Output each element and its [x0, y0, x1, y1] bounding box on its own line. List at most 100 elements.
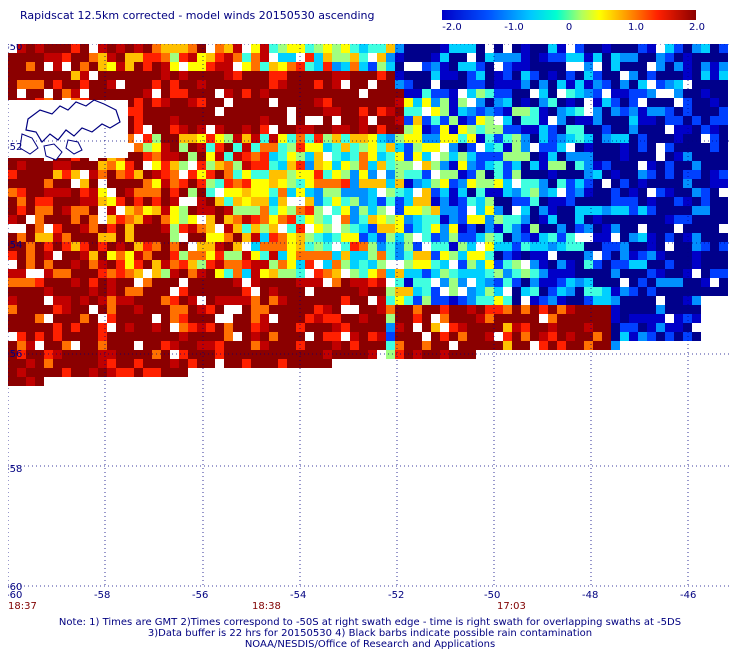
wind-cell [485, 260, 494, 269]
wind-cell [233, 152, 242, 161]
wind-cell [80, 359, 89, 368]
wind-cell [683, 314, 692, 323]
wind-cell [260, 71, 269, 80]
wind-cell [467, 233, 476, 242]
wind-cell [170, 179, 179, 188]
wind-cell [107, 314, 116, 323]
wind-cell [116, 161, 125, 170]
wind-cell [143, 341, 152, 350]
wind-cell [368, 134, 377, 143]
wind-cell [593, 143, 602, 152]
island-outline [19, 133, 39, 155]
wind-cell [62, 197, 71, 206]
wind-cell [35, 377, 44, 386]
wind-cell [188, 296, 197, 305]
wind-cell [206, 251, 215, 260]
wind-cell [377, 89, 386, 98]
wind-cell [224, 332, 233, 341]
wind-cell [125, 134, 134, 143]
wind-cell [143, 206, 152, 215]
wind-cell [350, 197, 359, 206]
wind-cell [53, 233, 62, 242]
wind-cell [296, 89, 305, 98]
wind-cell [458, 44, 467, 53]
wind-cell [719, 179, 728, 188]
wind-cell [107, 278, 116, 287]
wind-cell [8, 341, 17, 350]
wind-cell [125, 80, 134, 89]
wind-cell [422, 188, 431, 197]
wind-cell [125, 44, 134, 53]
wind-cell [557, 242, 566, 251]
wind-cell [404, 152, 413, 161]
wind-cell [494, 197, 503, 206]
wind-cell [404, 71, 413, 80]
wind-cell [620, 269, 629, 278]
wind-cell [35, 80, 44, 89]
wind-cell [476, 161, 485, 170]
wind-cell [557, 197, 566, 206]
wind-cell [449, 71, 458, 80]
wind-cell [305, 341, 314, 350]
wind-cell [305, 44, 314, 53]
wind-cell [161, 215, 170, 224]
wind-cell [35, 332, 44, 341]
wind-cell [17, 251, 26, 260]
wind-cell [125, 107, 134, 116]
wind-cell [683, 278, 692, 287]
wind-cell [512, 71, 521, 80]
wind-cell [17, 161, 26, 170]
wind-cell [89, 206, 98, 215]
wind-cell [224, 260, 233, 269]
wind-cell [98, 359, 107, 368]
wind-cell [26, 260, 35, 269]
wind-cell [449, 179, 458, 188]
wind-cell [35, 53, 44, 62]
wind-cell [314, 350, 323, 359]
wind-cell [413, 350, 422, 359]
wind-cell [152, 251, 161, 260]
wind-cell [107, 341, 116, 350]
wind-cell [8, 296, 17, 305]
wind-cell [314, 152, 323, 161]
wind-cell [188, 278, 197, 287]
wind-cell [719, 170, 728, 179]
wind-cell [458, 53, 467, 62]
wind-cell [386, 89, 395, 98]
wind-cell [242, 305, 251, 314]
wind-cell [377, 224, 386, 233]
wind-cell [116, 170, 125, 179]
wind-cell [449, 233, 458, 242]
wind-cell [26, 71, 35, 80]
wind-cell [251, 152, 260, 161]
wind-cell [683, 305, 692, 314]
wind-cell [458, 125, 467, 134]
wind-cell [98, 350, 107, 359]
wind-cell [638, 278, 647, 287]
wind-cell [269, 170, 278, 179]
wind-cell [440, 341, 449, 350]
wind-cell [188, 80, 197, 89]
wind-cell [296, 215, 305, 224]
wind-cell [404, 269, 413, 278]
wind-cell [98, 278, 107, 287]
wind-cell [395, 197, 404, 206]
wind-cell [395, 314, 404, 323]
wind-cell [692, 125, 701, 134]
wind-cell [440, 260, 449, 269]
wind-cell [53, 260, 62, 269]
wind-cell [647, 98, 656, 107]
wind-cell [332, 287, 341, 296]
wind-cell [251, 179, 260, 188]
wind-cell [602, 251, 611, 260]
wind-cell [314, 134, 323, 143]
wind-cell [620, 125, 629, 134]
wind-cell [107, 179, 116, 188]
wind-cell [692, 62, 701, 71]
wind-cell [584, 134, 593, 143]
wind-cell [530, 206, 539, 215]
wind-cell [719, 62, 728, 71]
wind-cell [278, 206, 287, 215]
wind-cell [71, 188, 80, 197]
wind-cell [539, 62, 548, 71]
